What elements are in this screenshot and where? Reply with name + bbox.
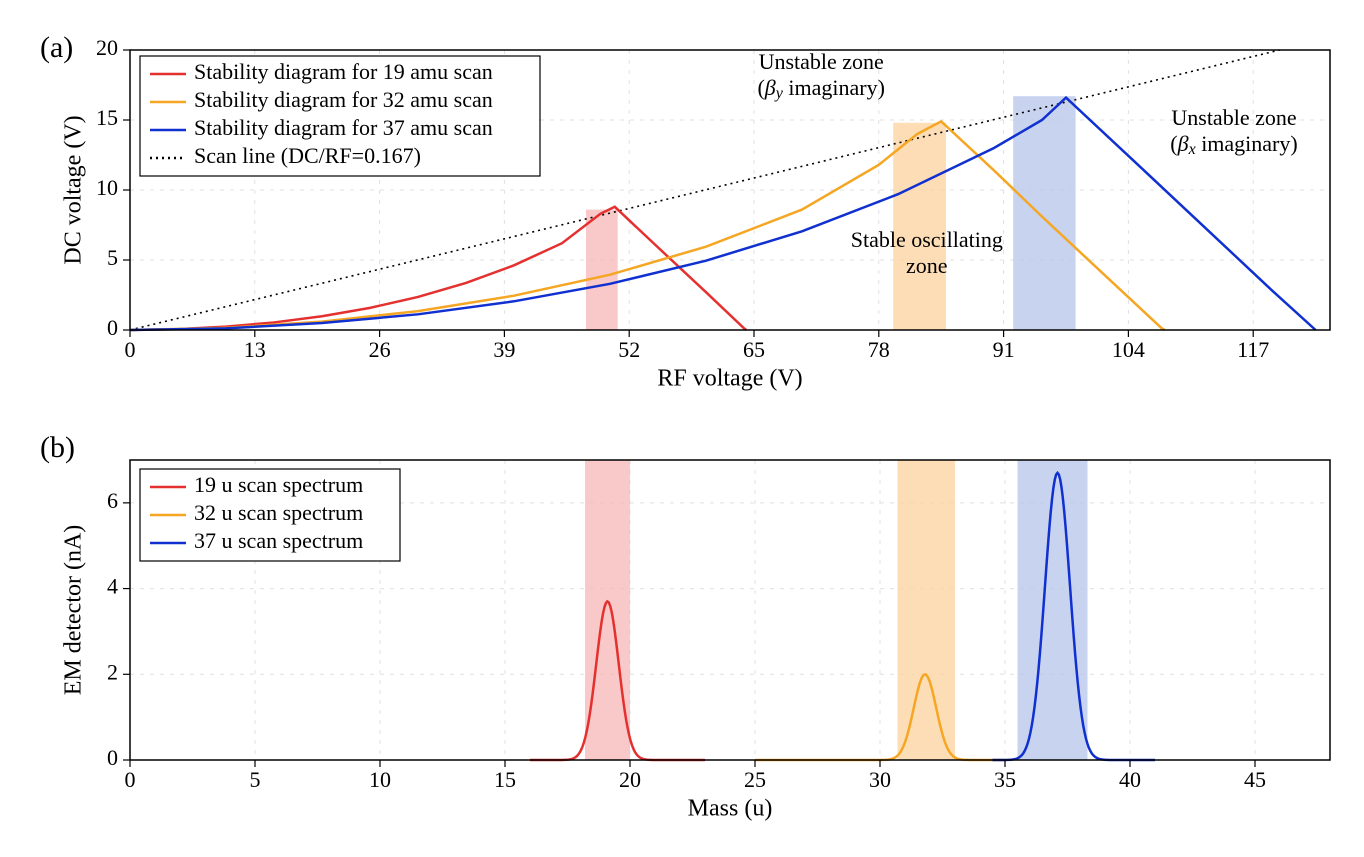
svg-text:37 u scan spectrum: 37 u scan spectrum [194, 528, 363, 553]
svg-text:(βx imaginary): (βx imaginary) [1170, 131, 1297, 158]
svg-text:15: 15 [494, 767, 516, 792]
shaded-band [898, 460, 956, 760]
svg-text:RF voltage (V): RF voltage (V) [657, 366, 802, 392]
svg-text:5: 5 [107, 245, 118, 270]
figure-svg: 01326395265789110411705101520RF voltage … [20, 20, 1364, 837]
annotation: Stable oscillatingzone [851, 227, 1003, 278]
svg-text:26: 26 [369, 337, 391, 362]
annotation: Unstable zone(βy imaginary) [757, 49, 884, 102]
svg-text:30: 30 [869, 767, 891, 792]
svg-text:91: 91 [993, 337, 1015, 362]
svg-text:Stability diagram for 19 amu s: Stability diagram for 19 amu scan [194, 59, 493, 84]
svg-text:zone: zone [906, 253, 948, 278]
svg-text:5: 5 [250, 767, 261, 792]
svg-text:4: 4 [107, 574, 118, 599]
svg-text:117: 117 [1237, 337, 1269, 362]
svg-text:Unstable zone: Unstable zone [759, 49, 884, 74]
svg-text:0: 0 [125, 767, 136, 792]
svg-text:13: 13 [244, 337, 266, 362]
svg-text:78: 78 [868, 337, 890, 362]
svg-text:32 u scan spectrum: 32 u scan spectrum [194, 500, 363, 525]
svg-text:52: 52 [618, 337, 640, 362]
svg-text:Stable oscillating: Stable oscillating [851, 227, 1003, 252]
svg-text:6: 6 [107, 488, 118, 513]
svg-text:EM detector (nA): EM detector (nA) [61, 525, 87, 696]
svg-text:Scan line (DC/RF=0.167): Scan line (DC/RF=0.167) [194, 143, 421, 168]
svg-text:Mass (u): Mass (u) [688, 796, 773, 822]
svg-text:20: 20 [619, 767, 641, 792]
svg-text:0: 0 [125, 337, 136, 362]
svg-text:45: 45 [1244, 767, 1266, 792]
svg-text:Stability diagram for 32 amu s: Stability diagram for 32 amu scan [194, 87, 493, 112]
svg-text:(b): (b) [40, 431, 75, 464]
svg-text:Stability diagram for 37 amu s: Stability diagram for 37 amu scan [194, 115, 493, 140]
legend-panel-b: 19 u scan spectrum 32 u scan spectrum 37 u… [140, 469, 400, 561]
shaded-band [586, 210, 618, 330]
svg-text:0: 0 [107, 315, 118, 340]
svg-text:2: 2 [107, 659, 118, 684]
svg-text:10: 10 [369, 767, 391, 792]
svg-text:(βy imaginary): (βy imaginary) [757, 75, 884, 102]
shaded-band [585, 460, 630, 760]
svg-text:10: 10 [96, 175, 118, 200]
figure-container: { "figure": { "width": 1364, "height": 8… [20, 20, 1364, 837]
spectrum-peak-32u [755, 675, 1005, 760]
svg-text:40: 40 [1119, 767, 1141, 792]
svg-text:0: 0 [107, 745, 118, 770]
svg-text:20: 20 [96, 35, 118, 60]
svg-text:DC voltage (V): DC voltage (V) [61, 115, 87, 264]
svg-text:15: 15 [96, 105, 118, 130]
svg-text:39: 39 [493, 337, 515, 362]
svg-text:Unstable zone: Unstable zone [1171, 105, 1296, 130]
legend-panel-a: Stability diagram for 19 amu scan Stabili… [140, 56, 540, 176]
svg-text:104: 104 [1112, 337, 1145, 362]
svg-text:35: 35 [994, 767, 1016, 792]
svg-text:65: 65 [743, 337, 765, 362]
svg-text:(a): (a) [40, 31, 73, 64]
annotation: Unstable zone(βx imaginary) [1170, 105, 1297, 158]
svg-text:19 u scan spectrum: 19 u scan spectrum [194, 472, 363, 497]
svg-text:25: 25 [744, 767, 766, 792]
